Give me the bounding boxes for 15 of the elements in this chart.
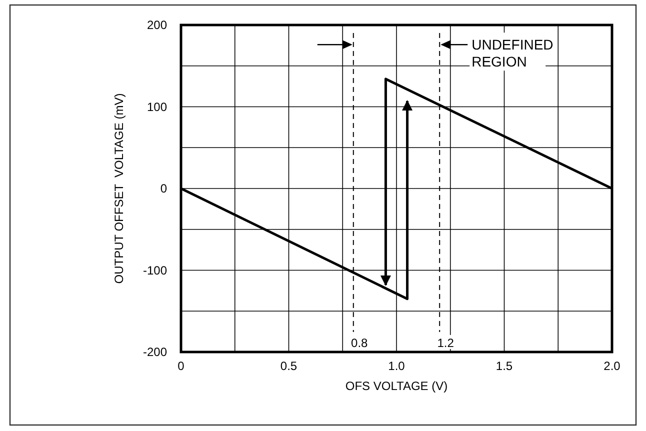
x-axis-title: OFS VOLTAGE (V) xyxy=(345,379,448,393)
y-axis-title: OUTPUT OFFSET VOLTAGE (mV) xyxy=(112,93,126,284)
y-tick-label: 0 xyxy=(160,182,168,196)
y-tick-label: -100 xyxy=(142,263,168,278)
y-tick-label: 200 xyxy=(146,18,168,32)
x-tick-label: 2.0 xyxy=(604,359,621,373)
y-tick-label: -200 xyxy=(142,345,168,359)
x-tick-label: 1.0 xyxy=(388,359,406,373)
x-tick-label: 1.5 xyxy=(496,359,513,373)
ref-line-label: 1.2 xyxy=(437,336,454,350)
annotation: UNDEFINED REGION xyxy=(472,36,554,70)
ref-line-label: 0.8 xyxy=(351,336,368,350)
x-tick-label: 0.5 xyxy=(280,359,298,373)
x-tick-label: 0 xyxy=(178,359,185,373)
y-tick-label: 100 xyxy=(146,100,168,114)
